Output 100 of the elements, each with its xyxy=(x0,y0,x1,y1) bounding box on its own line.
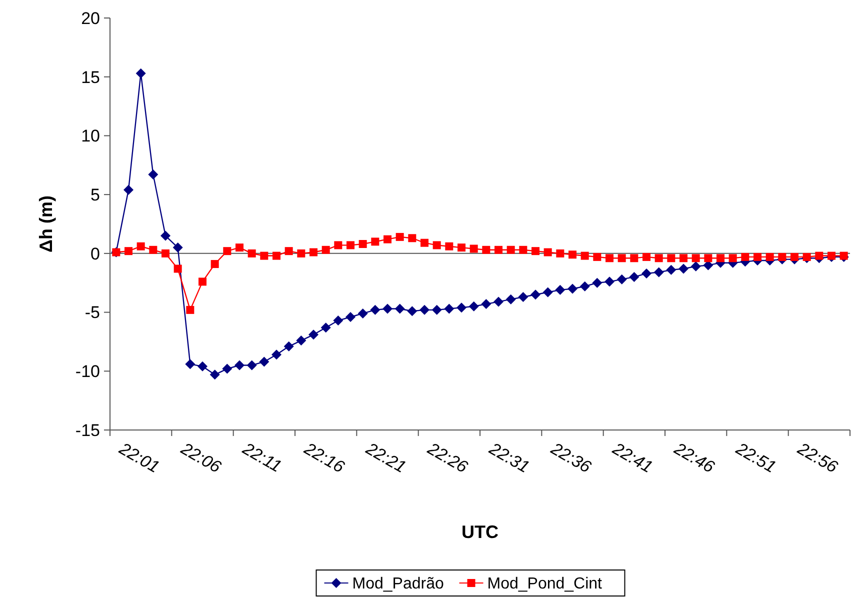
point xyxy=(210,260,219,268)
point xyxy=(518,292,528,302)
y-tick-label: -5 xyxy=(84,303,100,322)
point xyxy=(246,360,257,370)
point xyxy=(618,254,626,262)
point xyxy=(198,361,208,372)
point xyxy=(284,341,294,352)
point xyxy=(456,302,466,313)
y-tick-label: 15 xyxy=(81,68,100,87)
point xyxy=(420,304,430,315)
x-axis-title: UTC xyxy=(462,522,498,542)
point xyxy=(432,241,441,250)
point xyxy=(667,254,676,262)
point xyxy=(320,322,331,333)
point xyxy=(420,238,428,247)
point xyxy=(642,252,650,261)
x-tick-label: 22:36 xyxy=(546,438,595,478)
point xyxy=(284,247,293,256)
point xyxy=(346,241,354,250)
point xyxy=(704,254,712,262)
point xyxy=(432,304,442,315)
point xyxy=(741,252,750,261)
point xyxy=(654,267,664,278)
point xyxy=(666,264,676,275)
x-tick-label: 22:31 xyxy=(485,438,533,477)
point xyxy=(310,248,318,256)
point xyxy=(494,296,504,307)
point xyxy=(358,308,368,318)
point xyxy=(297,249,306,258)
x-tick-label: 22:21 xyxy=(362,438,410,477)
point xyxy=(580,252,589,260)
point xyxy=(198,278,206,286)
point xyxy=(174,264,182,273)
point xyxy=(149,246,158,254)
point xyxy=(580,281,590,292)
point xyxy=(754,252,762,261)
point xyxy=(358,240,367,248)
point xyxy=(654,254,663,262)
point xyxy=(506,294,516,304)
y-tick-label: -10 xyxy=(75,362,100,382)
x-tick-label: 22:51 xyxy=(732,438,780,477)
point xyxy=(568,250,576,259)
point xyxy=(556,249,564,258)
point xyxy=(384,235,392,244)
point xyxy=(382,304,392,314)
point xyxy=(506,246,515,254)
point xyxy=(494,246,502,254)
point xyxy=(162,249,170,258)
y-tick-label: 10 xyxy=(81,126,100,146)
point xyxy=(519,246,528,254)
point xyxy=(690,261,701,272)
point xyxy=(790,252,798,261)
point xyxy=(555,284,566,295)
y-tick-label: 20 xyxy=(81,8,100,28)
x-tick-label: 22:41 xyxy=(608,438,656,477)
point xyxy=(482,246,490,254)
point xyxy=(160,230,170,241)
y-tick-label: 0 xyxy=(90,244,100,264)
point xyxy=(468,301,479,312)
point xyxy=(223,247,232,256)
point xyxy=(136,242,145,250)
y-tick-label: -15 xyxy=(75,420,100,440)
point xyxy=(346,312,356,322)
point xyxy=(678,264,688,274)
point xyxy=(172,242,183,253)
point xyxy=(148,170,158,180)
y-tick-label: 5 xyxy=(90,186,100,205)
point xyxy=(234,360,244,370)
point xyxy=(260,252,268,260)
point xyxy=(766,252,774,261)
point xyxy=(308,330,318,340)
point xyxy=(370,304,380,315)
point xyxy=(322,246,330,254)
point xyxy=(544,248,552,256)
point xyxy=(593,252,602,261)
legend-label: Mod_Pond_Cint xyxy=(487,576,603,593)
point xyxy=(778,252,786,261)
point xyxy=(210,370,220,380)
y-axis-title: Δh (m) xyxy=(36,196,56,252)
point xyxy=(481,299,492,310)
point xyxy=(716,254,724,262)
point xyxy=(445,242,454,250)
point xyxy=(124,247,132,256)
x-tick-label: 22:01 xyxy=(115,438,163,477)
point xyxy=(396,232,404,241)
point xyxy=(606,254,614,262)
x-tick-label: 22:11 xyxy=(238,438,285,476)
point xyxy=(272,350,282,360)
point xyxy=(334,241,342,250)
point xyxy=(815,252,824,260)
point xyxy=(692,254,700,262)
point xyxy=(394,304,405,314)
point xyxy=(124,184,134,195)
x-tick-label: 22:06 xyxy=(176,438,225,478)
x-tick-label: 22:16 xyxy=(300,438,348,478)
point xyxy=(616,274,627,284)
point xyxy=(470,244,478,253)
point xyxy=(408,234,416,242)
point xyxy=(136,68,146,78)
point xyxy=(248,249,256,258)
